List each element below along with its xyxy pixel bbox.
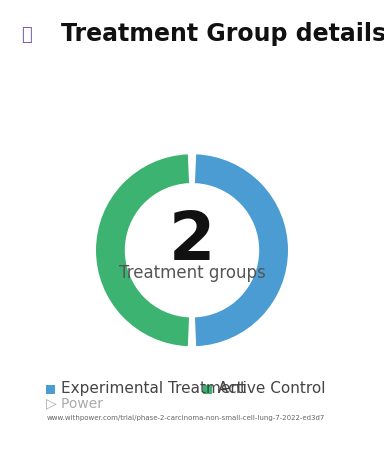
Text: 2: 2 (169, 208, 215, 273)
FancyBboxPatch shape (46, 385, 55, 394)
Wedge shape (195, 154, 288, 346)
Text: Active Control: Active Control (218, 381, 325, 396)
Text: ▷ Power: ▷ Power (46, 396, 103, 410)
Text: www.withpower.com/trial/phase-2-carcinoma-non-small-cell-lung-7-2022-ed3d7: www.withpower.com/trial/phase-2-carcinom… (46, 415, 325, 421)
Wedge shape (96, 154, 189, 346)
Text: 👥: 👥 (21, 26, 32, 44)
Text: Experimental Treatment: Experimental Treatment (61, 381, 246, 396)
FancyBboxPatch shape (203, 385, 212, 394)
Text: Treatment groups: Treatment groups (119, 264, 265, 282)
Text: Treatment Group details: Treatment Group details (61, 22, 384, 46)
